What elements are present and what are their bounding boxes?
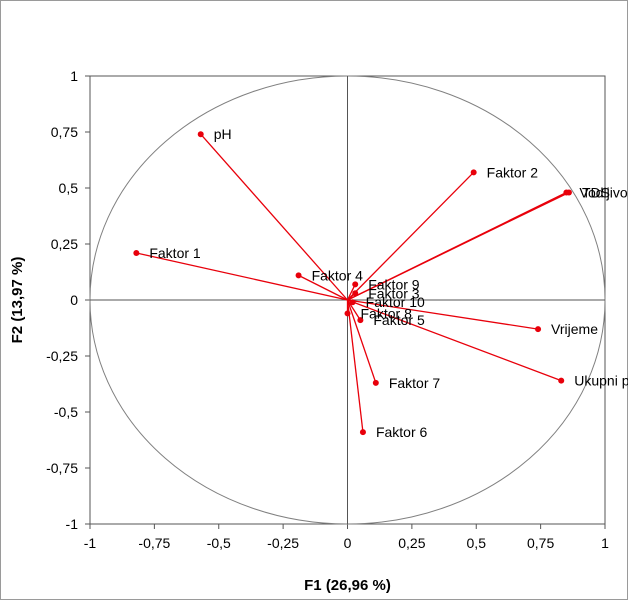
y-tick-label: 0,75 [51,124,78,140]
x-axis-title: F1 (26,96 %) [304,577,391,594]
data-point [558,377,565,384]
y-tick-label: 1 [70,68,78,84]
data-point [352,290,359,297]
x-tick-label: 1 [601,535,609,551]
x-tick-label: 0 [344,535,352,551]
data-point [470,169,477,176]
y-tick-label: 0,5 [59,180,79,196]
x-tick-label: -0,5 [207,535,231,551]
point-label: TDS [582,184,610,200]
data-point [565,189,572,196]
vector-line [347,299,562,382]
point-label: Faktor 2 [487,164,539,180]
vector-line [347,191,570,301]
point-label: pH [214,126,232,142]
point-label: Faktor 8 [361,305,413,321]
vector-line [347,171,475,301]
y-tick-label: 0 [70,292,78,308]
vector-line [347,299,539,330]
point-label: Faktor 4 [312,267,364,283]
y-tick-label: -0,5 [54,404,78,420]
y-axis-title: F2 (13,97 %) [9,257,26,344]
x-tick-label: -0,75 [138,535,170,551]
vector-line [346,299,377,384]
x-tick-label: 0,5 [467,535,487,551]
vector-line [200,133,348,301]
data-point [357,317,364,324]
y-tick-label: -1 [66,516,79,532]
point-label: Faktor 9 [368,276,420,292]
y-tick-label: -0,75 [46,460,78,476]
vector-line [346,299,361,321]
y-tick-label: 0,25 [51,236,78,252]
data-point [352,281,359,288]
x-tick-label: -0,25 [267,535,299,551]
point-label: Faktor 6 [376,424,428,440]
point-label: Faktor 7 [389,375,441,391]
point-label: Faktor 1 [149,245,201,261]
y-tick-label: -0,25 [46,348,78,364]
point-label: Faktor 10 [366,294,425,310]
point-label: Vrijeme [551,321,598,337]
data-point [133,249,140,256]
data-point [535,326,542,333]
point-label: Ukupni polifenoli [574,373,628,389]
data-point [372,379,379,386]
vector-line [136,252,348,301]
point-label: Faktor 3 [368,285,420,301]
x-tick-label: 0,25 [398,535,425,551]
data-point [295,272,302,279]
vector-line [346,299,364,433]
data-point [197,131,204,138]
point-label: Vodljivost [579,184,628,200]
x-tick-label: -1 [84,535,97,551]
point-label: Faktor 5 [373,312,425,328]
vector-line [298,274,348,301]
data-point [359,429,366,436]
x-tick-label: 0,75 [527,535,554,551]
